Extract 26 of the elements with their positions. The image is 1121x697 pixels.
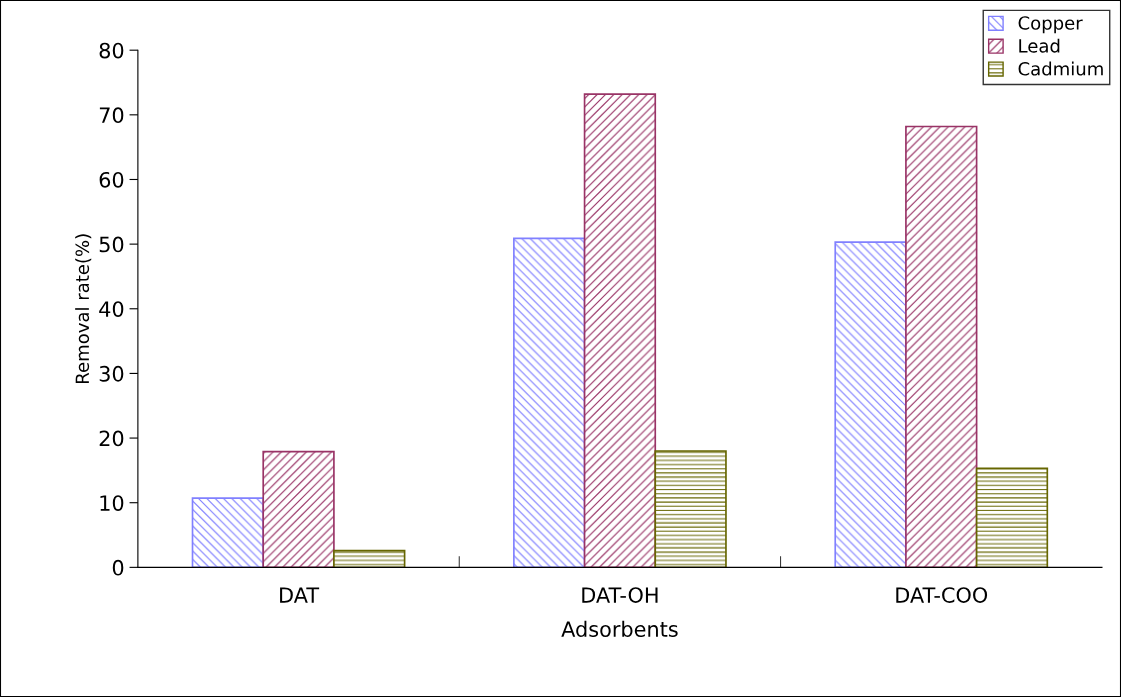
y-tick-label: 70 xyxy=(99,107,124,124)
bar xyxy=(905,125,978,568)
y-tick-label: 0 xyxy=(112,559,124,576)
bar xyxy=(834,241,907,568)
bar xyxy=(262,450,335,568)
y-tick-label: 40 xyxy=(99,301,124,317)
legend-label: Cadmium xyxy=(1018,61,1103,76)
x-tick-label: DAT xyxy=(280,587,320,603)
y-tick-label: 20 xyxy=(99,430,124,447)
bar xyxy=(191,497,265,568)
y-tick-label: 30 xyxy=(99,365,124,382)
y-axis-title: Removal rate(%) xyxy=(75,234,92,383)
bar xyxy=(975,467,1049,568)
bar xyxy=(513,237,586,568)
x-tick-label: DAT-OH xyxy=(582,587,658,603)
legend-label: Copper xyxy=(1018,16,1083,34)
x-tick-label: DAT-COO xyxy=(896,587,988,603)
bar xyxy=(333,549,406,568)
y-tick-label: 10 xyxy=(100,495,124,511)
legend-label: Lead xyxy=(1019,38,1060,53)
bar xyxy=(583,93,657,568)
y-tick-label: 80 xyxy=(99,42,124,59)
y-tick-label: 60 xyxy=(99,171,124,188)
x-axis-title: Adsorbents xyxy=(561,620,678,637)
y-tick-label: 50 xyxy=(99,236,124,253)
bar xyxy=(654,450,727,568)
